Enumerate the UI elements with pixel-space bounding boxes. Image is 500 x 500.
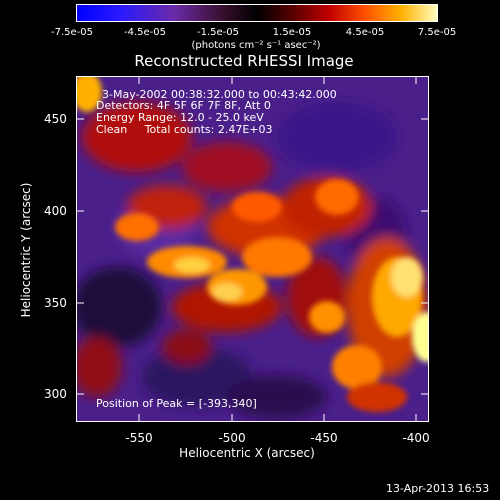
date-stamp: 13-Apr-2013 16:53: [386, 482, 490, 495]
rhessi-image: [76, 76, 429, 422]
x-tick-label: -500: [218, 431, 246, 445]
x-tick-label: -550: [125, 431, 153, 445]
y-tick-label: 350: [44, 296, 67, 310]
rhessi-image-canvas: [77, 77, 428, 421]
y-axis-label: Heliocentric Y (arcsec): [19, 182, 33, 318]
colorbar-tick-label: 4.5e-05: [345, 27, 385, 38]
y-tick-label: 300: [44, 387, 67, 401]
detectors-label: Detectors: 4F 5F 6F 7F 8F, Att 0: [96, 99, 271, 112]
colorbar-tick-label: -4.5e-05: [124, 27, 166, 38]
time-range-label: 3-May-2002 00:38:32.000 to 00:43:42.000: [102, 88, 337, 101]
colorbar-tick-label: 1.5e-05: [272, 27, 312, 38]
x-axis-label: Heliocentric X (arcsec): [179, 446, 315, 460]
colorbar-gradient: [77, 5, 437, 21]
y-tick-label: 450: [44, 112, 67, 126]
total-counts-label: Clean Total counts: 2.47E+03: [96, 123, 273, 136]
colorbar: [76, 4, 438, 22]
energy-range-label: Energy Range: 12.0 - 25.0 keV: [96, 111, 264, 124]
y-tick-label: 400: [44, 204, 67, 218]
plot-title: Reconstructed RHESSI Image: [134, 52, 354, 70]
peak-position-label: Position of Peak = [-393,340]: [96, 397, 257, 410]
colorbar-units: (photons cm⁻² s⁻¹ asec⁻²): [191, 40, 321, 51]
x-tick-label: -450: [310, 431, 338, 445]
x-tick-label: -400: [402, 431, 430, 445]
colorbar-tick-label: 7.5e-05: [417, 27, 457, 38]
axis-ticks: [76, 76, 429, 422]
colorbar-tick-label: -7.5e-05: [51, 27, 93, 38]
colorbar-tick-label: -1.5e-05: [197, 27, 239, 38]
